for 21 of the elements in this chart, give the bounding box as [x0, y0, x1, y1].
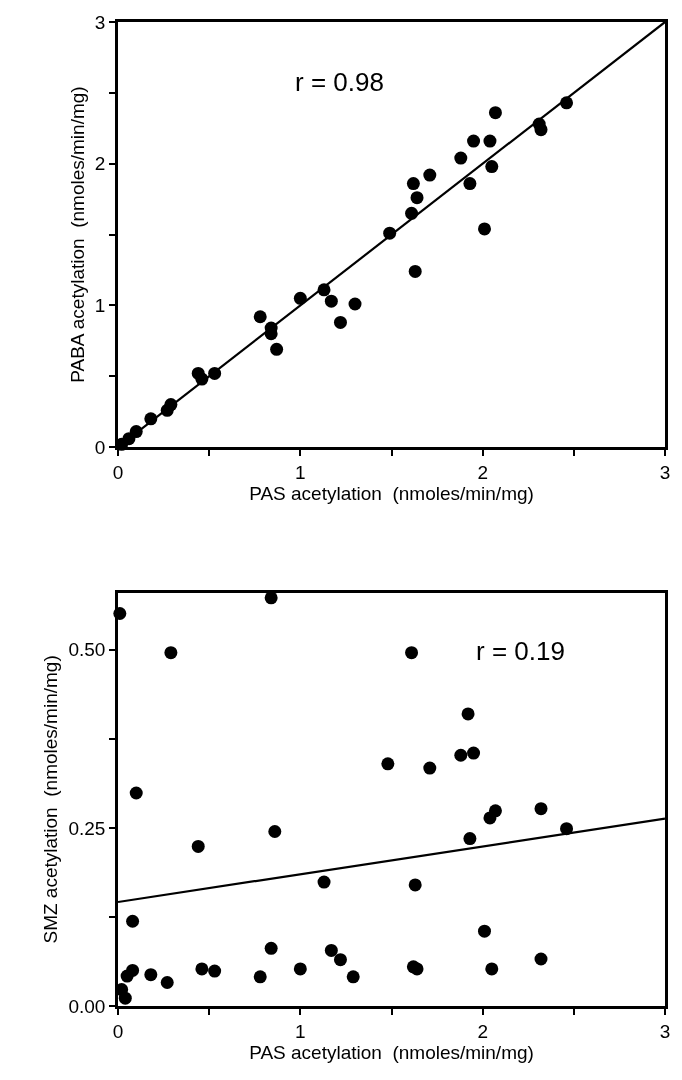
x-tick-label: 2	[477, 461, 488, 483]
y-tick-label: 0.50	[68, 639, 106, 661]
y-tick-label: 0	[94, 436, 106, 458]
y-axis-title: SMZ acetylation (nmoles/min/mg)	[40, 655, 62, 944]
x-tick-label: 0	[112, 1020, 124, 1042]
x-tick-label: 3	[659, 461, 671, 483]
annotation: r = 0.19	[476, 636, 565, 666]
y-axis-title: PABA acetylation (nmoles/min/mg)	[66, 86, 88, 383]
x-axis-title: PAS acetylation (nmoles/min/mg)	[249, 482, 534, 504]
y-tick-label: 2	[94, 153, 106, 175]
y-tick-label: 3	[94, 11, 106, 33]
x-tick-label: 1	[295, 1020, 306, 1042]
y-tick-label: 0.00	[68, 995, 106, 1017]
x-tick-label: 0	[112, 461, 124, 483]
y-tick-label: 0.25	[68, 817, 106, 839]
x-tick-label: 1	[295, 461, 306, 483]
y-tick-label: 1	[94, 295, 106, 317]
x-axis-title: PAS acetylation (nmoles/min/mg)	[249, 1041, 534, 1063]
annotation: r = 0.98	[295, 67, 384, 97]
x-tick-label: 3	[659, 1020, 671, 1042]
x-tick-label: 2	[477, 1020, 488, 1042]
